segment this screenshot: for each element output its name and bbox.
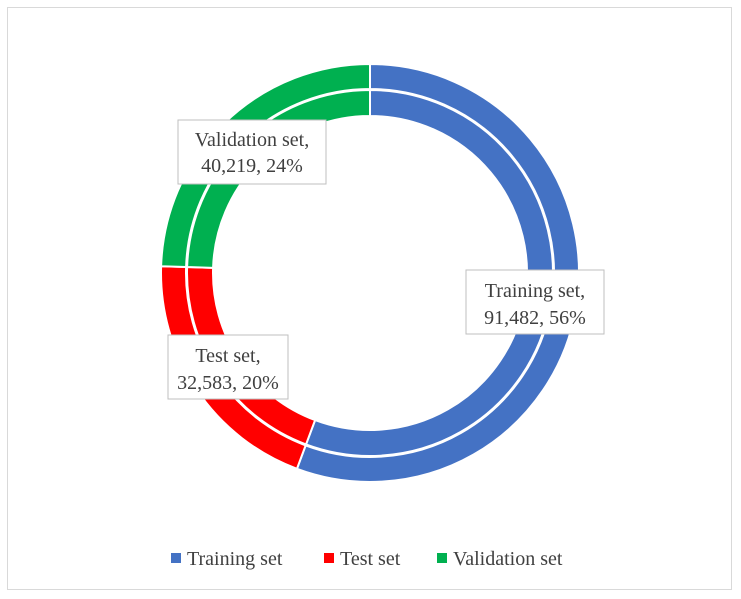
data-label-test-line2: 32,583, 20% (177, 372, 279, 394)
legend-item-validation: Validation set (437, 548, 563, 570)
legend-item-test: Test set (324, 548, 401, 570)
legend: Training set Test set Validation set (171, 548, 563, 570)
data-label-validation-line2: 40,219, 24% (201, 155, 303, 177)
legend-swatch-training (171, 553, 181, 563)
data-label-test: Test set, 32,583, 20% (167, 334, 289, 400)
data-label-validation-line1: Validation set, (195, 129, 309, 151)
data-label-test-line1: Test set, (195, 345, 260, 367)
legend-swatch-validation (437, 553, 447, 563)
legend-label-test: Test set (340, 548, 401, 570)
legend-label-validation: Validation set (453, 548, 563, 570)
legend-swatch-test (324, 553, 334, 563)
data-label-training-line1: Training set, (485, 280, 585, 302)
data-label-validation: Validation set, 40,219, 24% (177, 119, 327, 185)
legend-item-training: Training set (171, 548, 283, 570)
data-labels: Training set, 91,482, 56% Test set, 32,5… (167, 119, 605, 400)
legend-label-training: Training set (187, 548, 283, 570)
data-label-training: Training set, 91,482, 56% (465, 269, 605, 335)
data-label-training-line2: 91,482, 56% (484, 307, 586, 329)
